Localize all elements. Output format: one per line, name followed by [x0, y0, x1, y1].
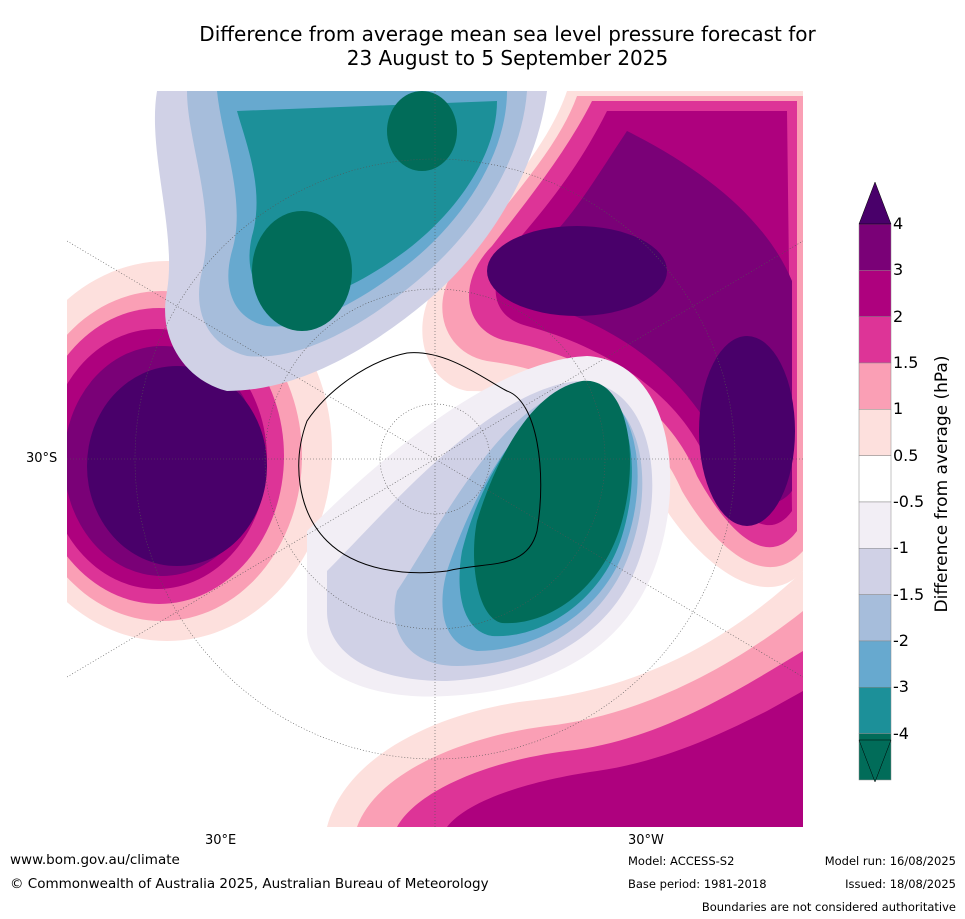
colorbar-tick-label: -1.5 — [893, 584, 925, 604]
colorbar-svg — [858, 181, 892, 783]
title-line-2: 23 August to 5 September 2025 — [346, 46, 669, 70]
colorbar-extend-top — [858, 181, 892, 225]
footer-issued: Issued: 18/08/2025 — [845, 877, 956, 891]
colorbar-tick-label: -4 — [893, 723, 909, 743]
colorbar-tick-label: 4 — [893, 214, 904, 233]
colorbar-tick-label: -1 — [893, 538, 909, 558]
colorbar-extend-bottom — [858, 739, 892, 783]
footer-model-run: Model run: 16/08/2025 — [824, 854, 956, 868]
footer-disclaimer: Boundaries are not considered authoritat… — [701, 900, 956, 914]
footer-model: Model: ACCESS-S2 — [628, 854, 735, 868]
high-atlantic — [327, 571, 803, 827]
footer-copyright: © Commonwealth of Australia 2025, Austra… — [10, 876, 489, 892]
colorbar-bin — [858, 270, 892, 317]
map-svg — [67, 91, 803, 827]
colorbar-bin — [858, 640, 892, 688]
colorbar-bin — [858, 223, 892, 271]
colorbar-bin — [858, 316, 892, 364]
antarctica-coastline — [298, 352, 542, 574]
colorbar-bin — [858, 409, 892, 456]
colorbar-tick-label: -0.5 — [893, 491, 925, 511]
colorbar-bin — [858, 548, 892, 595]
graticule — [67, 91, 803, 827]
colorbar-tick-label: 3 — [893, 260, 904, 280]
lat-label-30s: 30°S — [26, 451, 58, 466]
colorbar-title: Difference from average (hPa) — [932, 355, 952, 613]
colorbar-bin — [858, 594, 892, 642]
high-south-pacific — [422, 91, 803, 588]
lon-label-30e: 30°E — [205, 833, 237, 848]
colorbar-bin — [858, 687, 892, 734]
colorbar — [850, 180, 910, 785]
page-title: Difference from average mean sea level p… — [0, 22, 965, 70]
footer-url: www.bom.gov.au/climate — [10, 852, 180, 868]
colorbar-tick-label: -2 — [893, 630, 909, 650]
lon-label-30w: 30°W — [628, 833, 664, 848]
colorbar-tick-label: 1 — [893, 399, 904, 419]
footer-base-period: Base period: 1981-2018 — [628, 877, 767, 891]
colorbar-tick-label: -3 — [893, 677, 909, 697]
colorbar-tick-label: 0.5 — [893, 445, 919, 465]
colorbar-tick-label: 2 — [893, 306, 904, 326]
anomaly-map — [67, 91, 803, 827]
colorbar-tick-label: 1.5 — [893, 352, 919, 372]
colorbar-bin — [858, 501, 892, 549]
colorbar-bin — [858, 455, 892, 503]
colorbar-bin — [858, 362, 892, 410]
title-line-1: Difference from average mean sea level p… — [199, 22, 816, 46]
low-tasman — [154, 91, 547, 391]
